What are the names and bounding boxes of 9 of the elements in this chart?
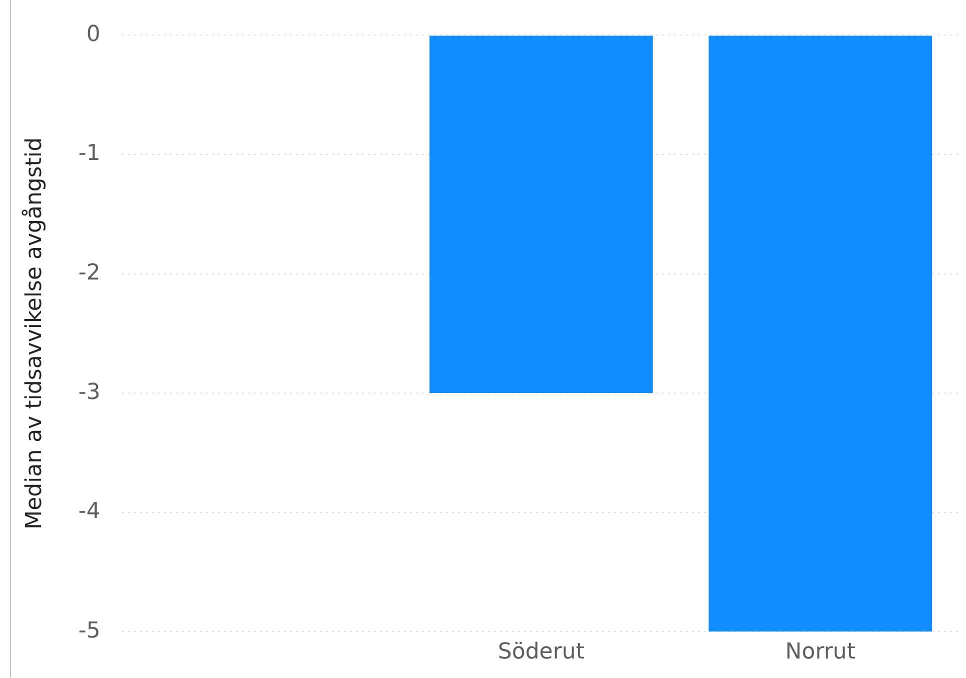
y-tick-label: 0 [86, 22, 100, 47]
x-tick-label: Söderut [498, 640, 585, 665]
x-tick-label: Norrut [785, 640, 856, 665]
y-tick-label: -2 [78, 260, 100, 286]
y-tick-label: -1 [78, 141, 100, 166]
y-tick-label: -3 [78, 380, 100, 405]
y-tick-label: -4 [78, 499, 100, 524]
y-tick-label: -5 [78, 618, 100, 644]
y-axis-title: Median av tidsavvikelse avgångstid [20, 137, 47, 530]
